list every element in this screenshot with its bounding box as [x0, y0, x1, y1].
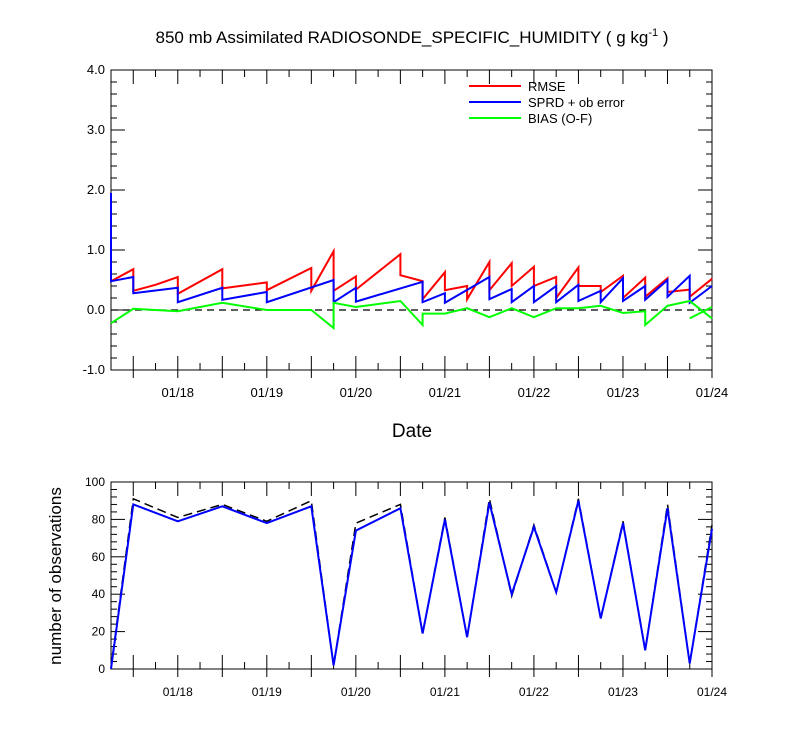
bottom-plot-frame: [110, 481, 713, 670]
x-tick-label: 01/18: [163, 685, 193, 699]
bottom-series-group: [110, 497, 713, 670]
legend-label: SPRD + ob error: [528, 95, 625, 110]
y-tick-label: 100: [85, 475, 105, 489]
x-tick-label: 01/21: [429, 385, 462, 400]
top-plot-frame: [110, 69, 713, 371]
series-line-assimilated: [110, 500, 713, 670]
y-tick-label: 40: [92, 587, 106, 601]
series-line-rmse: [110, 247, 713, 303]
y-axis-label: number of observations: [46, 487, 65, 665]
chart-title: 850 mb Assimilated RADIOSONDE_SPECIFIC_H…: [156, 27, 669, 47]
x-tick-label: 01/23: [607, 385, 640, 400]
x-tick-label: 01/22: [518, 385, 551, 400]
x-tick-label: 01/22: [519, 685, 549, 699]
y-tick-label: -1.0: [83, 362, 105, 377]
y-tick-label: 3.0: [87, 122, 105, 137]
y-tick-label: 20: [92, 625, 106, 639]
x-tick-label: 01/20: [340, 385, 373, 400]
x-tick-label: 01/23: [608, 685, 638, 699]
rmse-chart: 850 mb Assimilated RADIOSONDE_SPECIFIC_H…: [83, 27, 729, 442]
y-tick-label: 1.0: [87, 242, 105, 257]
x-axis-label: Date: [392, 421, 432, 442]
legend-label: RMSE: [528, 79, 566, 94]
legend-label: BIAS (O-F): [528, 111, 592, 126]
y-tick-label: 60: [92, 550, 106, 564]
top-y-axis: 4.0 3.0 2.0 1.0 0.0 -1.0: [83, 62, 712, 377]
series-line-sprd-ob-error: [110, 193, 713, 305]
series-line-bias-o-f-: [110, 299, 713, 331]
y-tick-label: 0.0: [87, 302, 105, 317]
bottom-x-axis: 01/18 01/19 01/20 01/21 01/22 01/23 01/24: [110, 482, 727, 699]
y-tick-label: 80: [92, 512, 106, 526]
x-tick-label: 01/21: [430, 685, 460, 699]
bottom-y-axis: 100 80 60 40 20 0: [85, 475, 712, 676]
series-line-bias-tail: [689, 306, 713, 320]
x-tick-label: 01/19: [251, 385, 284, 400]
x-tick-label: 01/19: [252, 685, 282, 699]
top-series-group: [110, 193, 713, 331]
top-x-axis: 01/18 01/19 01/20 01/21 01/22 01/23 01/24: [110, 70, 729, 400]
y-tick-label: 0: [98, 662, 105, 676]
y-tick-label: 2.0: [87, 182, 105, 197]
x-tick-label: 01/24: [697, 685, 727, 699]
x-tick-label: 01/24: [696, 385, 729, 400]
x-tick-label: 01/20: [341, 685, 371, 699]
x-tick-label: 01/18: [162, 385, 195, 400]
y-tick-label: 4.0: [87, 62, 105, 77]
